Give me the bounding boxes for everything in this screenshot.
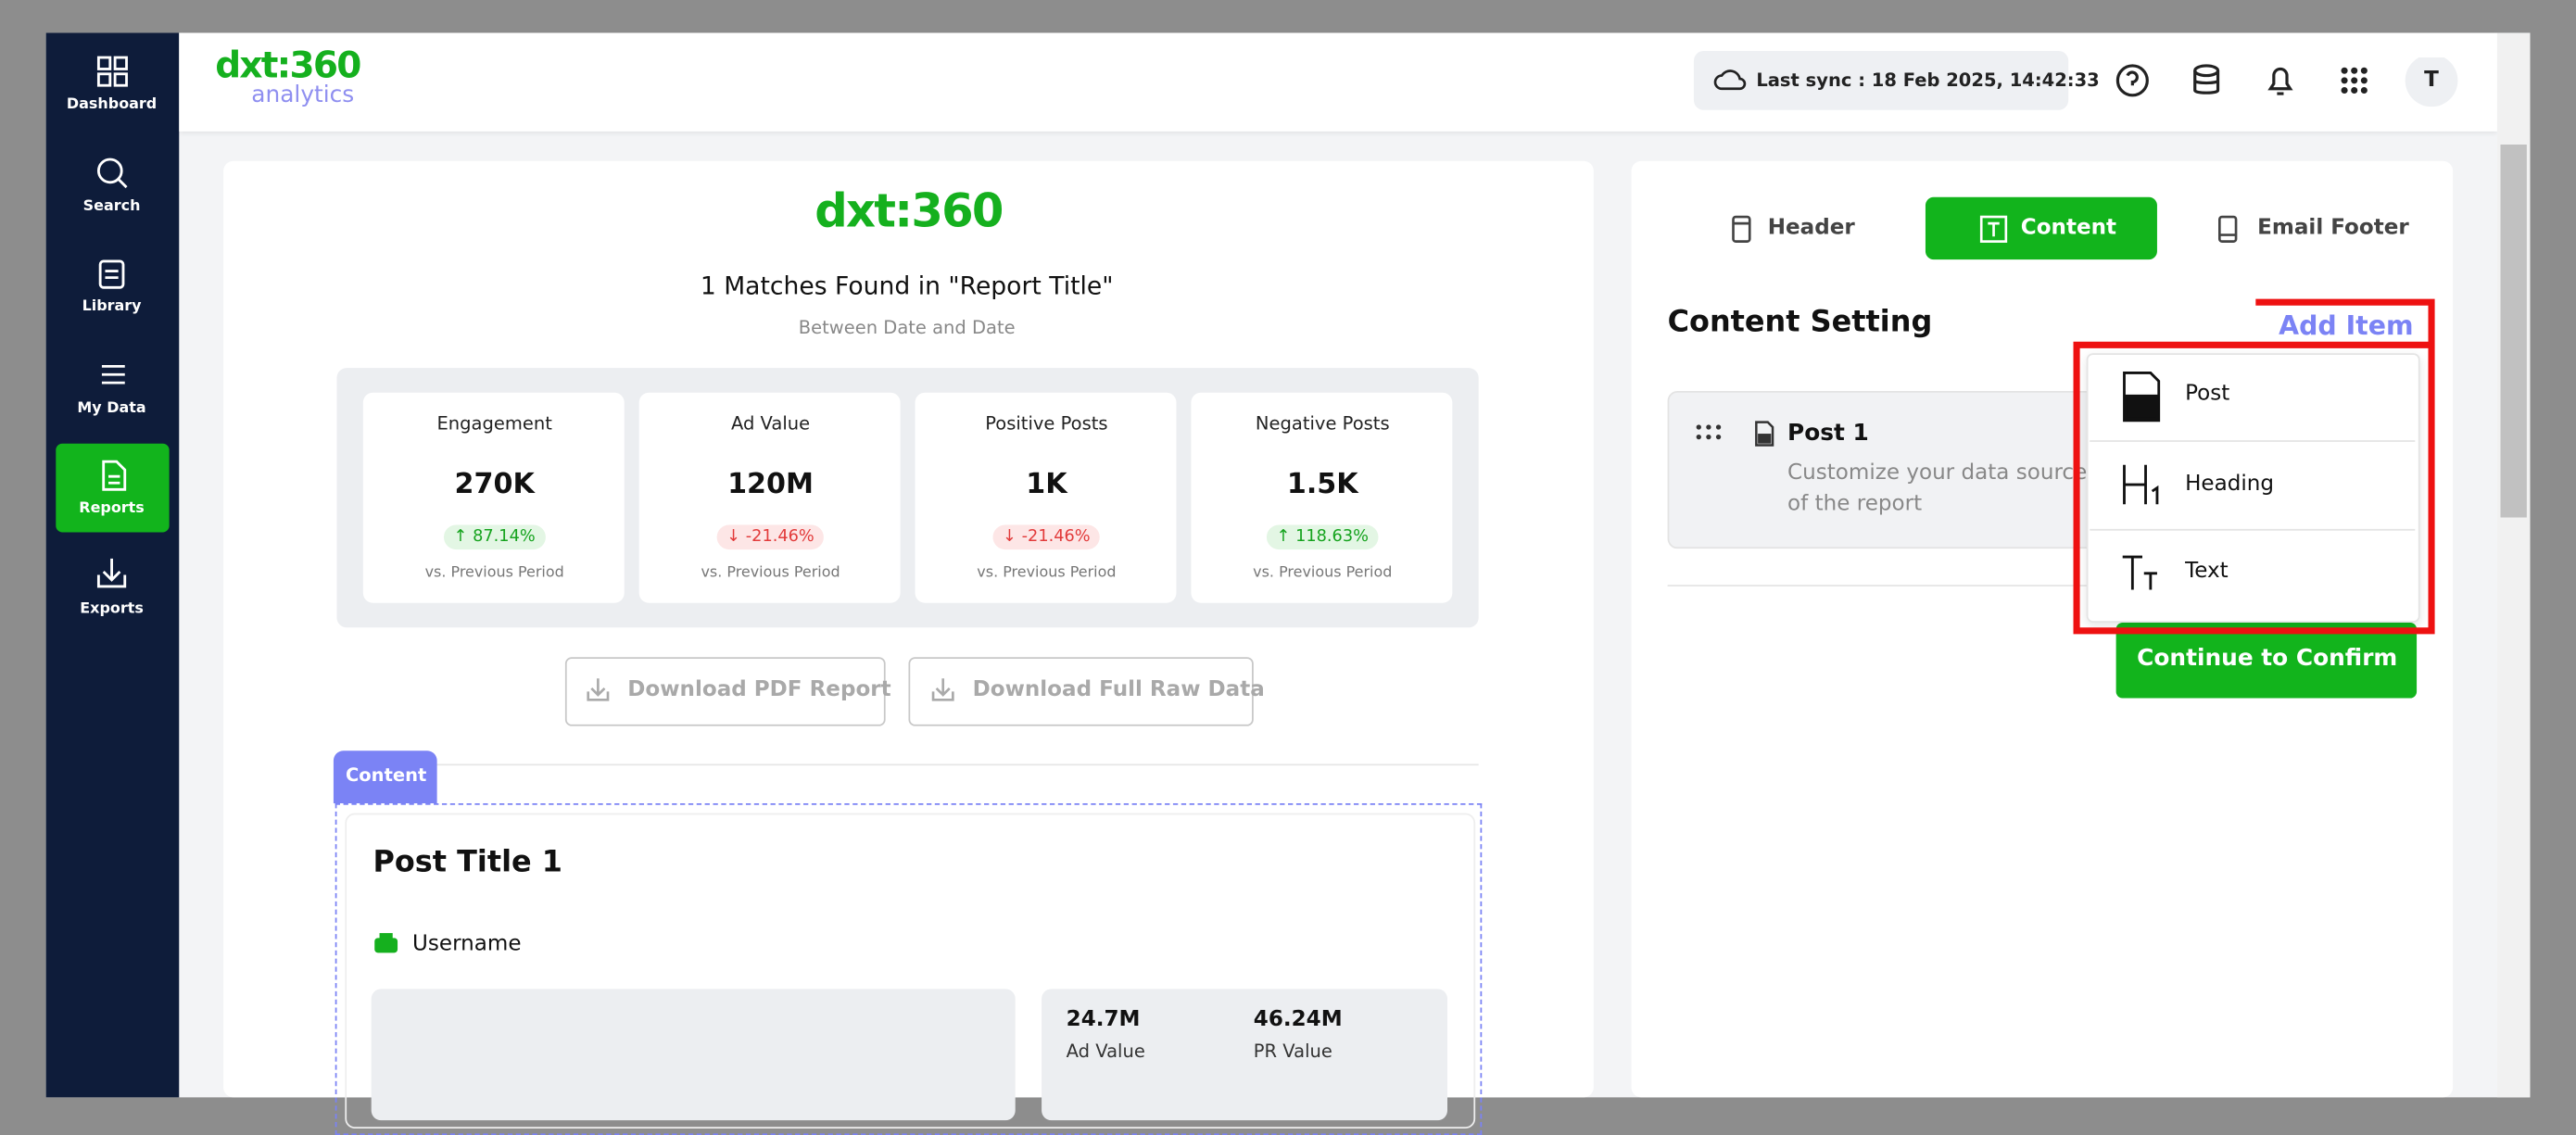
stat-label: PR Value — [1253, 1040, 1332, 1063]
highlight — [2073, 298, 2435, 635]
menu-item[interactable]: Post — [2185, 382, 2230, 407]
change-arrow: ↓ — [726, 528, 746, 547]
sync-text: Last sync : 18 Feb 2025, 14:42:33 — [1756, 69, 2100, 92]
add-item[interactable]: Add Item — [2279, 309, 2414, 341]
nav-label[interactable]: Search — [82, 198, 141, 216]
scroll-thumb[interactable] — [2500, 145, 2527, 518]
metric-change: ↓ -21.46% — [992, 524, 1101, 550]
metric-card — [915, 392, 1177, 603]
username: Username — [412, 932, 522, 957]
cloud-icon — [1713, 69, 1747, 91]
settings-title: Content Setting — [1667, 304, 1933, 340]
metric-value: 120M — [727, 468, 814, 501]
post-name: Post 1 — [1787, 420, 1869, 448]
metric-value: 270K — [454, 468, 535, 501]
change-value: -21.46% — [1021, 528, 1091, 547]
confirm-button[interactable] — [2115, 622, 2418, 699]
change-value: 87.14% — [473, 528, 536, 547]
button-label[interactable]: Download PDF Report — [627, 677, 891, 702]
metric-card — [1191, 392, 1453, 603]
download-icons — [587, 678, 954, 701]
post-setting[interactable] — [1667, 390, 2148, 549]
menu-icons — [2122, 372, 2161, 590]
change-value: 118.63% — [1295, 528, 1369, 547]
metric-card — [362, 392, 625, 603]
metric-note: vs. Previous Period — [977, 564, 1117, 582]
tab[interactable]: Content — [2020, 216, 2117, 241]
avatar[interactable]: T — [2424, 68, 2439, 94]
metric-change: ↑ 118.63% — [1266, 524, 1379, 550]
post-card — [345, 813, 1476, 1129]
post-desc: of the report — [1787, 492, 1923, 517]
confirm-label[interactable]: Continue to Confirm — [2137, 645, 2398, 673]
topbar — [179, 32, 2497, 132]
metric-label: Ad Value — [730, 412, 811, 435]
metric-note: vs. Previous Period — [701, 564, 840, 582]
report-title: 1 Matches Found in "Report Title" — [700, 271, 1114, 301]
nav-icons — [96, 56, 128, 588]
metric-label: Engagement — [436, 412, 552, 435]
tab-active[interactable] — [1925, 196, 2157, 260]
metric-note: vs. Previous Period — [424, 564, 564, 582]
change-value: -21.46% — [745, 528, 814, 547]
content-tab[interactable] — [333, 750, 437, 803]
drag-icon[interactable] — [1692, 419, 1790, 448]
change-arrow: ↓ — [1003, 528, 1022, 547]
post-stats — [1042, 989, 1448, 1121]
report-logo: dxt:360 — [814, 183, 1004, 239]
nav-label[interactable]: My Data — [77, 400, 146, 418]
sync-box — [1693, 50, 2069, 110]
download-raw[interactable] — [908, 657, 1254, 726]
active-nav[interactable] — [56, 443, 170, 533]
change-arrow: ↑ — [1276, 528, 1296, 547]
top-icons[interactable] — [2110, 57, 2471, 107]
metric-label: Positive Posts — [985, 412, 1108, 435]
stat-label: Ad Value — [1066, 1040, 1145, 1063]
tab[interactable]: Email Footer — [2257, 216, 2409, 241]
report-panel — [223, 160, 1594, 1098]
menu-item[interactable]: Text — [2185, 559, 2229, 585]
tab-icons — [1732, 215, 2238, 243]
tab[interactable]: Header — [1767, 216, 1855, 241]
metric-change: ↓ -21.46% — [716, 524, 825, 550]
stat-value: 24.7M — [1066, 1007, 1141, 1033]
stat-value: 46.24M — [1253, 1007, 1343, 1033]
menu-divider — [2090, 528, 2416, 531]
metric-card — [638, 392, 901, 603]
logo-sub: analytics — [251, 82, 355, 109]
menu-item[interactable]: Heading — [2185, 472, 2275, 498]
menu-divider — [2090, 440, 2416, 442]
metric-label: Negative Posts — [1255, 412, 1390, 435]
content-tab-label[interactable]: Content — [345, 764, 427, 787]
metric-value: 1.5K — [1286, 468, 1358, 501]
download-pdf[interactable] — [564, 657, 886, 726]
divider — [1667, 585, 2418, 586]
post-image — [371, 989, 1016, 1121]
post-desc: Customize your data sources — [1787, 460, 2099, 486]
nav-label[interactable]: Exports — [80, 600, 144, 618]
post-title: Post Title 1 — [373, 845, 563, 880]
metric-change: ↑ 87.14% — [443, 524, 546, 550]
divider — [336, 763, 1479, 766]
nav-label[interactable]: Library — [82, 298, 142, 316]
change-arrow: ↑ — [453, 528, 474, 547]
report-subtitle: Between Date and Date — [798, 317, 1016, 339]
metric-note: vs. Previous Period — [1253, 564, 1393, 582]
logo[interactable]: dxt:360 — [215, 45, 361, 87]
nav-label[interactable]: Reports — [79, 500, 145, 518]
user-icon — [374, 933, 398, 953]
metric-value: 1K — [1026, 468, 1067, 501]
nav-label[interactable]: Dashboard — [66, 96, 158, 114]
button-label[interactable]: Download Full Raw Data — [972, 677, 1265, 702]
